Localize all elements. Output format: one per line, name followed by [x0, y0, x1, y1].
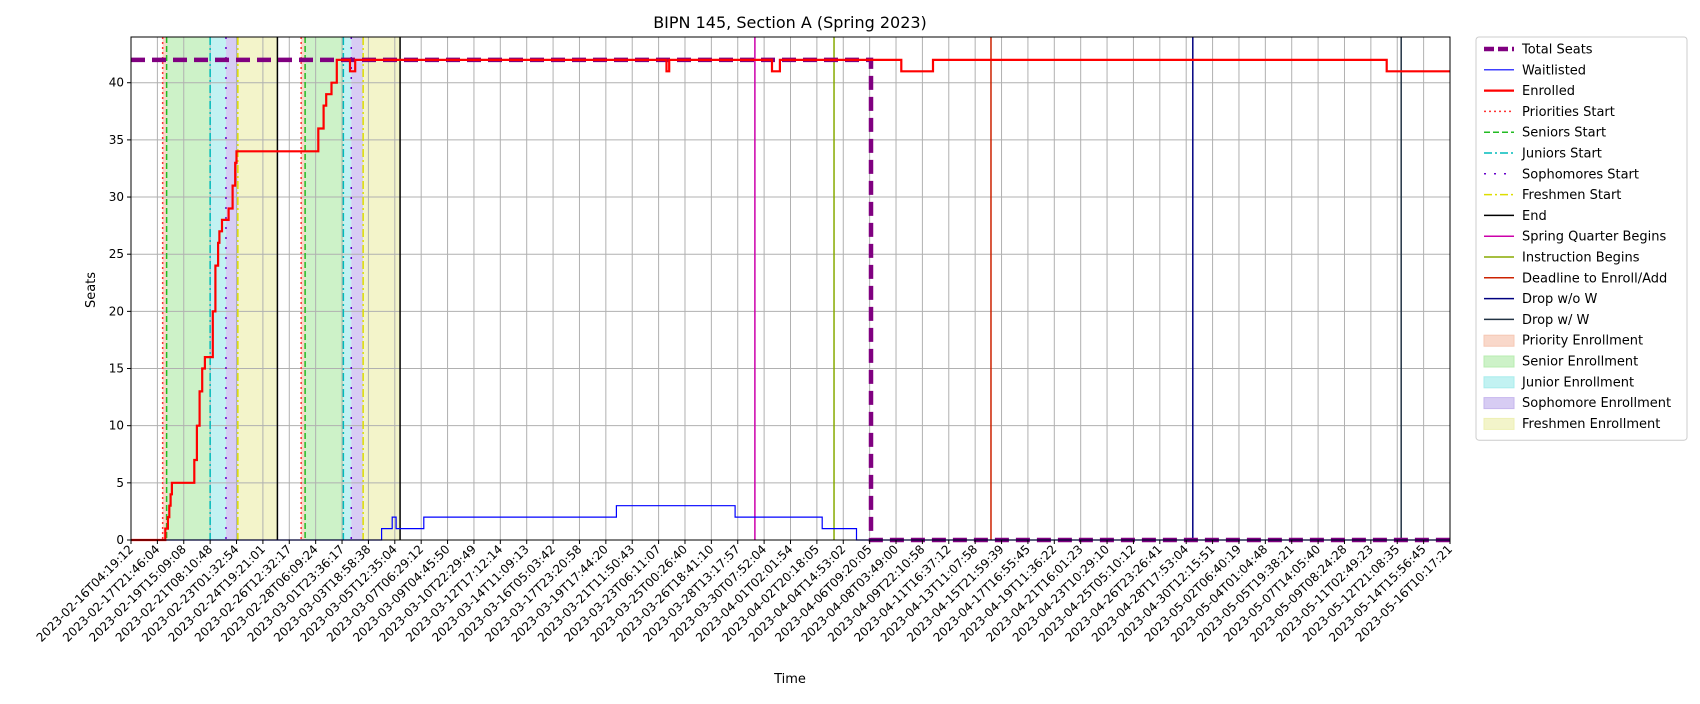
y-axis-label: Seats [84, 272, 99, 308]
chart-title: BIPN 145, Section A (Spring 2023) [653, 13, 927, 32]
legend-label-senior-enrollment: Senior Enrollment [1522, 355, 1638, 370]
legend-label-deadline-to-enroll-add: Deadline to Enroll/Add [1522, 271, 1667, 286]
legend-label-juniors-start: Juniors Start [1521, 147, 1602, 162]
x-axis-label: Time [773, 672, 806, 687]
region-priority-enrollment-0 [162, 37, 167, 540]
series-lines [131, 57, 1450, 543]
legend-label-waitlisted: Waitlisted [1522, 63, 1586, 78]
y-tick-label-10: 10 [109, 419, 124, 433]
y-tick-label-30: 30 [109, 190, 124, 204]
series-enrolled [131, 58, 1450, 542]
legend-label-freshmen-start: Freshmen Start [1522, 188, 1621, 203]
region-junior-enrollment-0 [210, 37, 226, 540]
legend-swatch-sophomore-enrollment [1483, 397, 1515, 410]
legend-label-enrolled: Enrolled [1522, 84, 1575, 99]
y-axis: 0 5 10 15 20 25 30 35 40 [109, 76, 131, 547]
y-tick-label-40: 40 [109, 76, 124, 90]
region-sophomore-enrollment-0 [225, 37, 238, 540]
legend: Total Seats Waitlisted Enrolled Priorities … [1475, 36, 1688, 441]
legend-label-freshmen-enrollment: Freshmen Enrollment [1522, 417, 1660, 432]
region-priority-enrollment-1 [301, 37, 306, 540]
legend-label-drop-w-w: Drop w/ W [1522, 313, 1590, 328]
legend-label-sophomores-start: Sophomores Start [1522, 167, 1639, 182]
legend-label-sophomore-enrollment: Sophomore Enrollment [1522, 396, 1671, 411]
legend-label-priority-enrollment: Priority Enrollment [1522, 334, 1643, 349]
series-waitlisted [131, 505, 1450, 541]
region-junior-enrollment-1 [343, 37, 352, 540]
legend-label-end: End [1522, 209, 1547, 224]
region-senior-enrollment-0 [166, 37, 211, 540]
enrollment-regions [162, 37, 401, 540]
legend-label-seniors-start: Seniors Start [1522, 126, 1606, 141]
y-tick-label-35: 35 [109, 133, 124, 147]
y-tick-label-25: 25 [109, 247, 124, 261]
legend-swatch-freshmen-enrollment [1483, 417, 1515, 430]
legend-label-instruction-begins: Instruction Begins [1522, 251, 1640, 266]
region-freshmen-enrollment-0 [237, 37, 278, 540]
legend-label-drop-w-o-w: Drop w/o W [1522, 292, 1598, 307]
legend-swatch-junior-enrollment [1483, 376, 1515, 389]
legend-label-total-seats: Total Seats [1521, 43, 1593, 58]
region-sophomore-enrollment-1 [351, 37, 364, 540]
y-tick-label-15: 15 [109, 362, 124, 376]
legend-label-junior-enrollment: Junior Enrollment [1521, 375, 1634, 390]
y-tick-label-5: 5 [116, 476, 124, 490]
event-lines [161, 37, 1402, 540]
legend-swatch-senior-enrollment [1483, 355, 1515, 368]
region-freshmen-enrollment-1 [363, 37, 401, 540]
legend-box [1475, 36, 1688, 441]
y-tick-label-20: 20 [109, 304, 124, 318]
legend-label-priorities-start: Priorities Start [1522, 105, 1615, 120]
y-tick-label-0: 0 [116, 533, 124, 547]
legend-label-spring-quarter-begins: Spring Quarter Begins [1522, 230, 1666, 245]
legend-swatch-priority-enrollment [1483, 334, 1515, 347]
